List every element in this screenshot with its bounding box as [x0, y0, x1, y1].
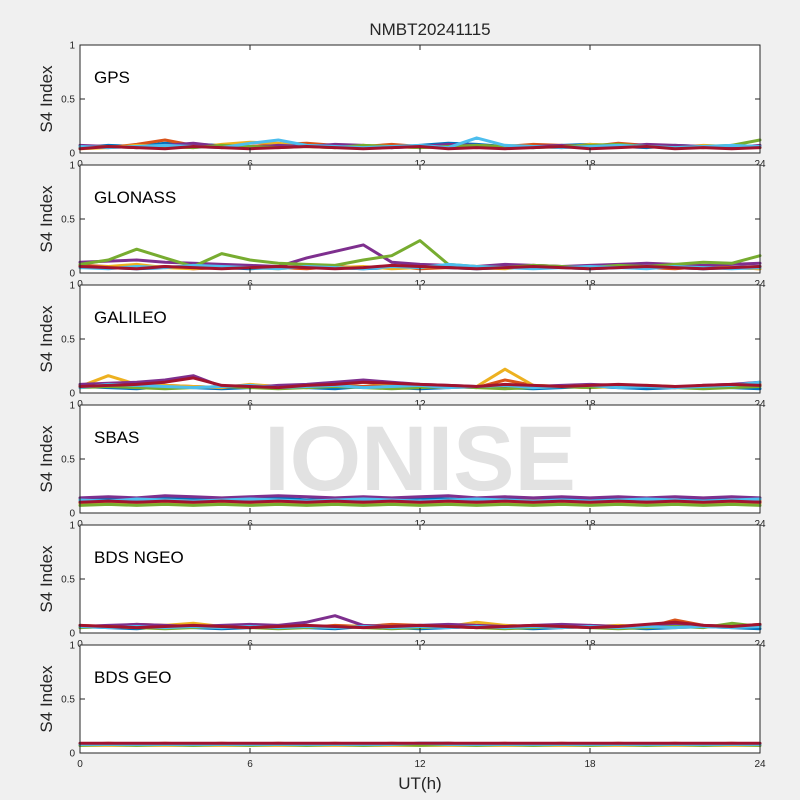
chart-title: NMBT20241115: [369, 20, 490, 39]
y-tick-label: 0: [69, 629, 75, 640]
plot-area: [80, 45, 760, 153]
plot-area: [80, 405, 760, 513]
x-tick-label: 6: [247, 759, 253, 770]
panel-name-label: SBAS: [94, 428, 139, 447]
y-tick-label: 0.5: [61, 335, 75, 346]
y-tick-label: 0: [69, 509, 75, 520]
plot-area: [80, 645, 760, 753]
y-axis-label: S4 Index: [37, 185, 56, 253]
y-axis-label: S4 Index: [37, 545, 56, 613]
series-line: [78, 620, 762, 630]
y-tick-label: 0.5: [61, 455, 75, 466]
series-line: [78, 376, 762, 390]
y-tick-label: 0: [69, 749, 75, 760]
panel-name-label: GALILEO: [94, 308, 167, 327]
y-tick-label: 0.5: [61, 95, 75, 106]
x-axis-label: UT(h): [398, 774, 441, 793]
y-axis-label: S4 Index: [37, 425, 56, 493]
panel-name-label: GPS: [94, 68, 130, 87]
series-line: [78, 243, 762, 268]
y-tick-label: 0.5: [61, 695, 75, 706]
plot-area: [80, 525, 760, 633]
y-tick-label: 0: [69, 269, 75, 280]
x-tick-label: 0: [77, 759, 83, 770]
series-line: [78, 502, 762, 507]
y-tick-label: 0.5: [61, 215, 75, 226]
y-tick-label: 1: [69, 521, 75, 532]
y-tick-label: 1: [69, 641, 75, 652]
y-tick-label: 0: [69, 389, 75, 400]
y-axis-label: S4 Index: [37, 305, 56, 373]
y-axis-label: S4 Index: [37, 665, 56, 733]
plot-area: [80, 165, 760, 273]
x-tick-label: 18: [584, 759, 596, 770]
series-line: [78, 499, 762, 504]
panel-name-label: BDS NGEO: [94, 548, 184, 567]
series-line: [78, 145, 762, 151]
x-tick-label: 24: [754, 759, 766, 770]
y-axis-label: S4 Index: [37, 65, 56, 133]
panel-bds-geo: 0 0.5 1 0 6 12 18 24 S4 Index BDS GEO: [37, 641, 766, 771]
series-line: [78, 263, 762, 271]
y-tick-label: 1: [69, 401, 75, 412]
panel-name-label: BDS GEO: [94, 668, 171, 687]
watermark-text: IONISE: [264, 408, 576, 510]
y-tick-label: 1: [69, 281, 75, 292]
panel-name-label: GLONASS: [94, 188, 176, 207]
y-tick-label: 0: [69, 149, 75, 160]
x-tick-label: 12: [414, 759, 426, 770]
y-tick-label: 1: [69, 41, 75, 52]
y-tick-label: 1: [69, 161, 75, 172]
y-tick-label: 0.5: [61, 575, 75, 586]
